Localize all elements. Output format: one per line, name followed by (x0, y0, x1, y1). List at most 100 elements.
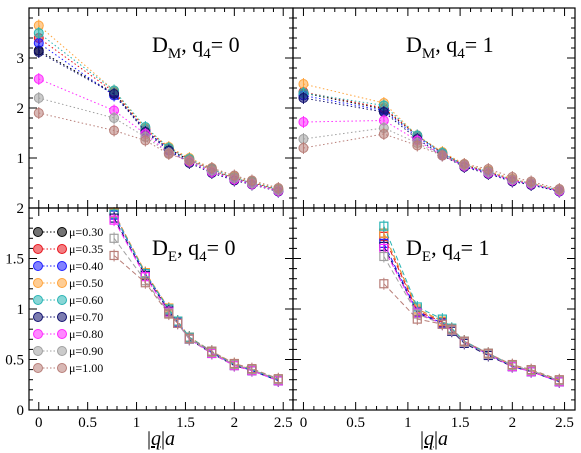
panel-top-right-title-part-4: = 1 (465, 32, 494, 57)
panel-bottom-left-xlabel-a: a (165, 428, 175, 450)
legend-label: μ=0.35 (69, 242, 103, 256)
legend-marker (57, 295, 67, 305)
legend-marker (33, 244, 43, 254)
legend-marker (33, 295, 43, 305)
legend-marker (33, 227, 43, 237)
panel-top-left-point (140, 135, 151, 146)
legend-label: μ=0.60 (69, 293, 103, 307)
legend-marker (57, 363, 67, 373)
panel-top-left-series-line-6 (38, 78, 279, 192)
legend-marker (33, 312, 43, 322)
panel-bottom-left-xtick-label: 0.5 (78, 415, 97, 431)
panel-top-right-title-part-3: 4 (457, 46, 465, 62)
panel-top-left-point (109, 89, 120, 99)
panel-top-right-title-part-0: D (406, 32, 422, 57)
panel-bottom-left-xlabel-bar-left: | (147, 428, 151, 450)
panel-bottom-left-xlabel-q: q (151, 428, 161, 450)
panel-bottom-right-series-line-6 (383, 248, 560, 383)
panel-top-left-title: DM, q4= 0 (152, 32, 240, 62)
panel-top-left-series-line-1 (38, 37, 279, 191)
legend-marker (33, 278, 43, 288)
legend-label: μ=0.70 (69, 310, 103, 324)
panel-bottom-right-point (507, 359, 517, 370)
panel-top-left-series-line-8 (38, 112, 279, 189)
panel-bottom-right-xtick-label: 1.5 (451, 415, 470, 431)
panel-bottom-right-title-part-1: E (422, 249, 431, 265)
legend: μ=0.30 μ=0.35 μ=0.40 μ=0.50 μ=0.60 μ=0.70 μ=0.… (33, 225, 103, 375)
panel-bottom-right-frame (292, 207, 576, 411)
panel-bottom-left-title: DE, q4= 0 (152, 235, 235, 265)
panel-top-right-title-part-1: M (422, 46, 435, 62)
panel-top-left-point (109, 113, 120, 123)
panel-bottom-left-ytick-label: 0.5 (5, 353, 24, 369)
panel-bottom-left-series-line-7 (113, 238, 279, 381)
panel-top-right-series-line-8 (303, 133, 560, 190)
panel-bottom-left-point (140, 278, 150, 288)
panel-top-left-point (206, 163, 217, 173)
legend-label: μ=0.80 (69, 327, 103, 341)
panel-top-left-point (33, 28, 44, 38)
panel-top-right-series-line-7 (303, 127, 560, 191)
panel-bottom-right-point (526, 365, 536, 375)
panel-bottom-right-point (447, 324, 457, 334)
panel-bottom-left-xtick-label: 2 (231, 415, 239, 431)
panel-bottom-right-title: DE, q4= 1 (406, 235, 489, 265)
panel-top-right-title: DM, q4= 1 (406, 32, 494, 62)
panel-bottom-right-point (379, 251, 389, 262)
panel-bottom-right-point (554, 375, 564, 385)
panel-bottom-right-series-line-7 (383, 256, 560, 382)
panel-bottom-left-ytick-label: 1 (17, 302, 25, 318)
panel-top-right-point (298, 93, 309, 103)
legend-marker (57, 278, 67, 288)
panel-bottom-left-point (109, 250, 119, 261)
legend-marker (57, 244, 67, 254)
panel-top-left-ytick-label: 2 (17, 101, 25, 117)
legend-label: μ=1.00 (69, 361, 103, 375)
panel-bottom-right-title-part-4: = 1 (461, 235, 490, 260)
panel-top-right-point (554, 184, 565, 194)
panel-top-left-point (184, 155, 195, 166)
panel-bottom-left-title-part-0: D (152, 235, 168, 260)
panel-bottom-left: 00.511.520 0.5 1 1.5 2 2.5|q|aDE, q4= 0μ=0.30… (5, 201, 294, 450)
legend-marker (57, 227, 67, 237)
panel-bottom-right-title-part-0: D (406, 235, 422, 260)
panel-bottom-left-xtick-label: 2.5 (274, 415, 293, 431)
panel-bottom-left-point (109, 233, 119, 243)
legend-marker (33, 261, 43, 271)
panel-bottom-left-xtick-label: 1 (133, 415, 141, 431)
panel-bottom-left-xtick-label: 0 (35, 415, 43, 431)
panel-top-right-series-line-5 (303, 97, 560, 192)
panel-top-left-point (33, 93, 44, 103)
panel-bottom-left-xlabel: |q|a (147, 428, 175, 450)
panel-top-left-title-part-1: M (168, 46, 181, 62)
panel-top-right-point (526, 176, 537, 187)
panel-bottom-left-ytick-label: 0 (17, 403, 25, 419)
legend-marker (57, 329, 67, 339)
legend-marker (57, 261, 67, 271)
panel-top-left-title-part-4: = 0 (211, 32, 240, 57)
legend-marker (33, 363, 43, 373)
panel-bottom-left-title-part-2: , q (177, 235, 199, 260)
panel-bottom-left-ytick-label: 2 (17, 201, 25, 217)
panel-top-left-point (246, 175, 257, 186)
panel-bottom-right-xtick-label: 2 (509, 415, 517, 431)
panel-top-left-point (33, 108, 44, 118)
legend-marker (33, 346, 43, 356)
panel-top-right-point (378, 129, 389, 139)
panel-top-left-ytick-label: 1 (17, 151, 25, 167)
panel-bottom-left-xlabel-bar-right: | (161, 428, 165, 450)
legend-label: μ=0.30 (69, 225, 103, 239)
panel-top-left-title-part-0: D (152, 32, 168, 57)
panel-bottom-right-point (459, 336, 469, 346)
panel-bottom-left-title-part-1: E (168, 249, 177, 265)
panel-top-right-title-part-2: , q (435, 32, 457, 57)
panel-top-right-series-line-2 (303, 95, 560, 192)
panel-bottom-right-xtick-label: 2.5 (555, 415, 574, 431)
panel-top-left-series-line-2 (38, 42, 279, 192)
panel-bottom-left-ytick-label: 1.5 (5, 252, 24, 268)
panel-top-left-point (273, 183, 284, 193)
panel-bottom-right-series-line-2 (383, 243, 560, 383)
legend-label: μ=0.40 (69, 259, 103, 273)
panel-bottom-right-xlabel: |q|a (420, 428, 448, 450)
panel-top-left-ytick-label: 3 (17, 51, 25, 67)
